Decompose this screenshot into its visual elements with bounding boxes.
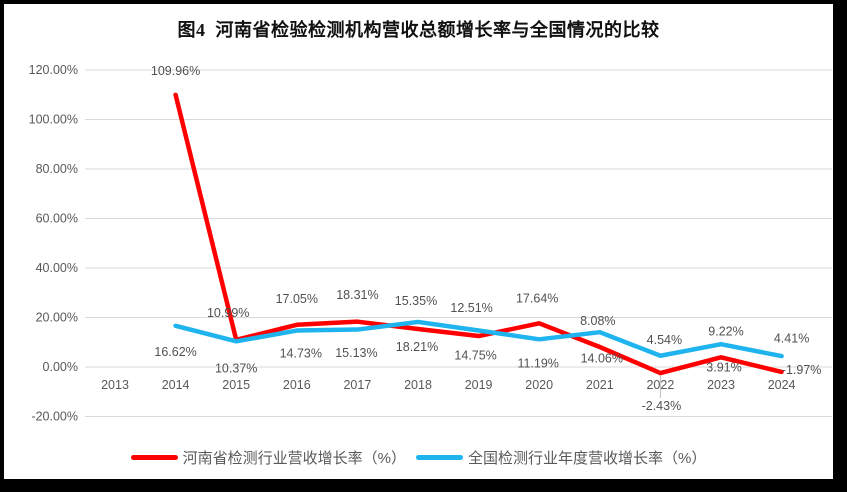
svg-text:4.54%: 4.54%: [647, 333, 682, 347]
svg-text:14.06%: 14.06%: [581, 351, 623, 365]
svg-text:-1.97%: -1.97%: [782, 363, 822, 377]
svg-text:14.75%: 14.75%: [454, 349, 496, 363]
svg-text:2014: 2014: [162, 378, 190, 392]
svg-text:40.00%: 40.00%: [36, 261, 78, 275]
svg-text:2024: 2024: [768, 378, 796, 392]
svg-text:16.62%: 16.62%: [154, 345, 196, 359]
svg-text:-2.43%: -2.43%: [642, 399, 682, 413]
svg-text:15.35%: 15.35%: [395, 294, 437, 308]
svg-text:2023: 2023: [707, 378, 735, 392]
chart-title: 图4 河南省检验检测机构营收总额增长率与全国情况的比较: [177, 20, 660, 40]
svg-text:9.22%: 9.22%: [708, 324, 743, 338]
svg-text:10.99%: 10.99%: [207, 306, 249, 320]
svg-text:17.05%: 17.05%: [276, 292, 318, 306]
svg-text:80.00%: 80.00%: [36, 162, 78, 176]
svg-text:2019: 2019: [465, 378, 493, 392]
svg-text:18.31%: 18.31%: [336, 288, 378, 302]
svg-text:2018: 2018: [404, 378, 432, 392]
svg-text:14.73%: 14.73%: [280, 347, 322, 361]
svg-text:2013: 2013: [101, 378, 129, 392]
svg-text:109.96%: 109.96%: [151, 64, 200, 78]
svg-text:2020: 2020: [525, 378, 553, 392]
national-series-line-swatch: [416, 454, 463, 460]
line-chart: 120.00% 100.00% 80.00% 60.00% 40.00% 20.00% 0.…: [29, 63, 832, 424]
svg-text:0.00%: 0.00%: [43, 360, 78, 374]
svg-text:4.41%: 4.41%: [774, 331, 809, 345]
henan-series-label: 河南省检测行业营收增长率（%）: [182, 449, 406, 467]
chart-legend: 河南省检测行业营收增长率（%） 全国检测行业年度营收增长率（%）: [4, 445, 833, 469]
henan-series-line-swatch: [130, 454, 178, 460]
chart-panel: 图4 河南省检验检测机构营收总额增长率与全国情况的比较 120.00% 100.0…: [4, 4, 833, 479]
svg-text:2015: 2015: [222, 378, 250, 392]
svg-text:100.00%: 100.00%: [29, 113, 78, 127]
svg-text:3.91%: 3.91%: [706, 361, 741, 375]
svg-text:60.00%: 60.00%: [36, 212, 78, 226]
svg-text:17.64%: 17.64%: [516, 292, 558, 306]
legend-item-henan: 河南省检测行业营收增长率（%）: [130, 447, 406, 468]
legend-item-national: 全国检测行业年度营收增长率（%）: [416, 447, 706, 468]
svg-text:8.08%: 8.08%: [580, 314, 615, 328]
svg-text:11.19%: 11.19%: [517, 357, 558, 371]
svg-text:120.00%: 120.00%: [29, 63, 78, 77]
svg-text:10.37%: 10.37%: [215, 362, 257, 376]
svg-text:-20.00%: -20.00%: [31, 410, 78, 424]
svg-text:18.21%: 18.21%: [396, 340, 438, 354]
national-series-label: 全国检测行业年度营收增长率（%）: [468, 449, 707, 467]
svg-text:2016: 2016: [283, 378, 311, 392]
svg-text:2017: 2017: [343, 378, 371, 392]
svg-text:2021: 2021: [586, 378, 614, 392]
svg-text:12.51%: 12.51%: [450, 301, 492, 315]
svg-text:20.00%: 20.00%: [36, 311, 78, 325]
svg-text:15.13%: 15.13%: [335, 346, 377, 360]
